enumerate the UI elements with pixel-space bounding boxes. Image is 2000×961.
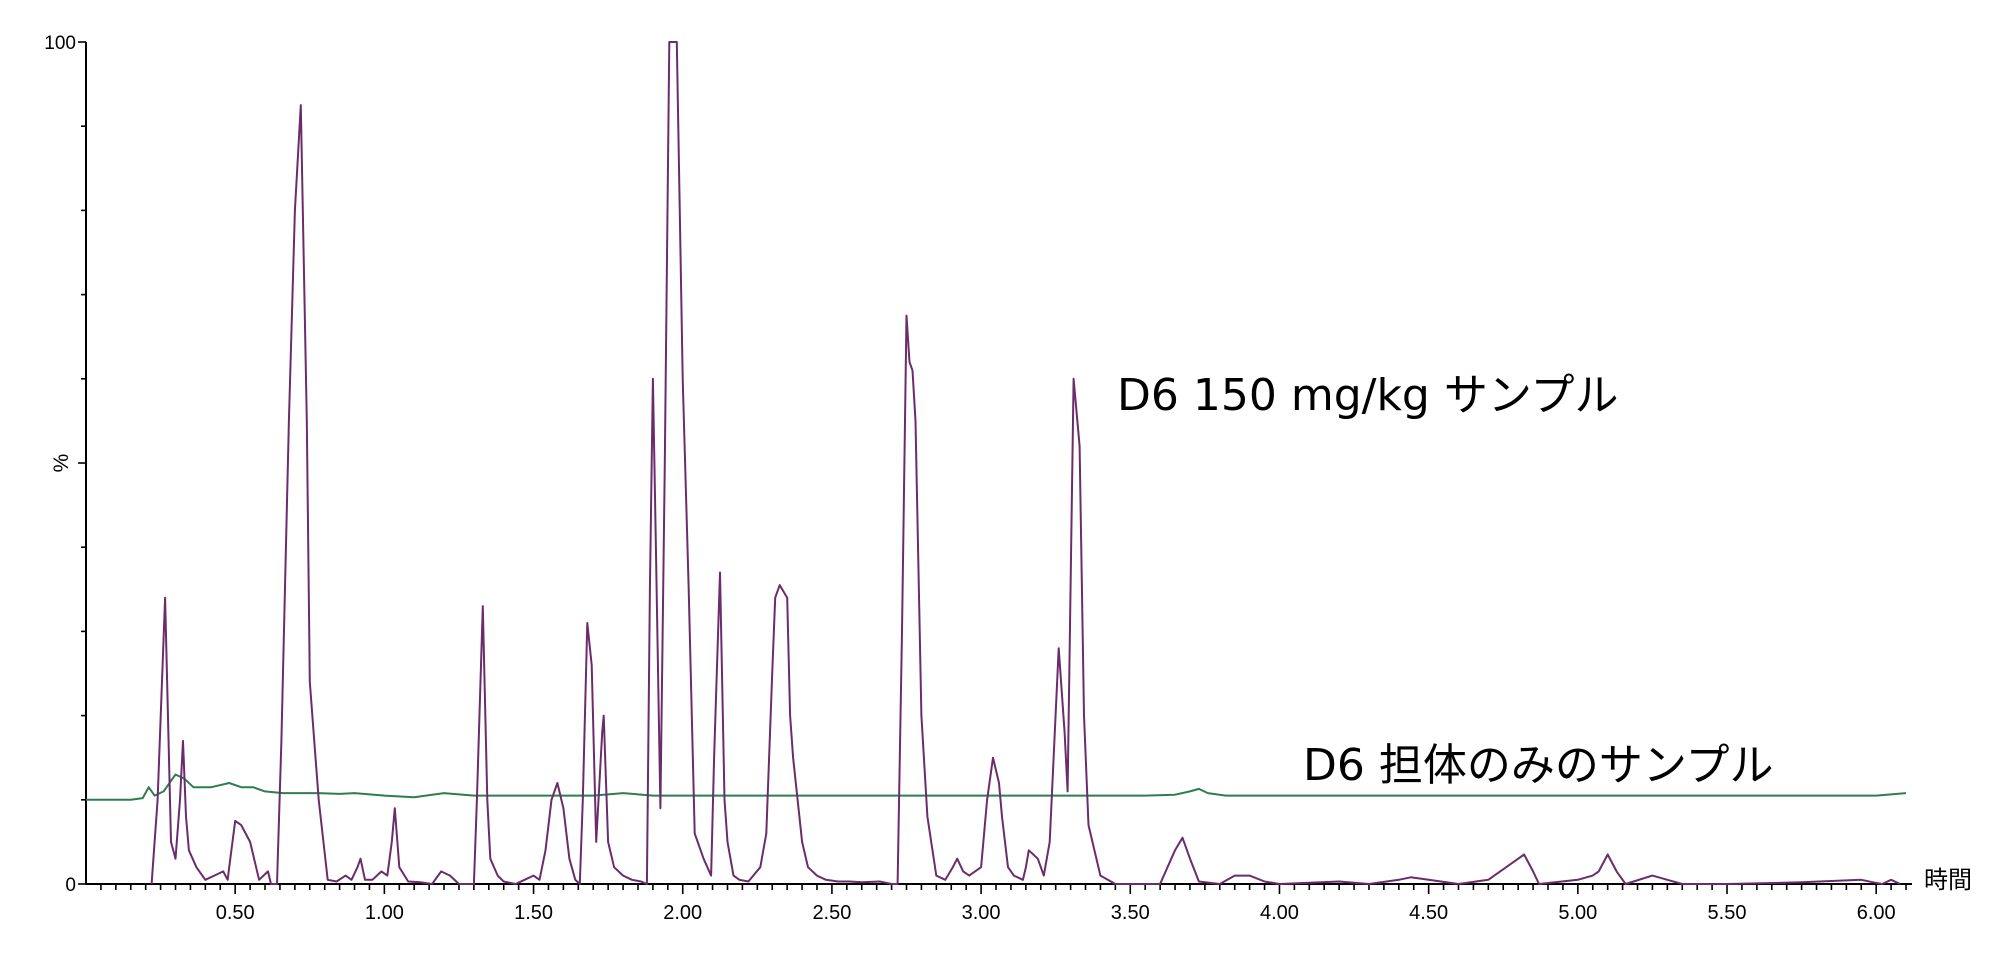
x-tick-label: 5.00 xyxy=(1558,902,1597,924)
series-layer xyxy=(86,41,1907,885)
x-tick-label: 2.50 xyxy=(812,902,851,924)
x-tick-label: 3.50 xyxy=(1111,902,1150,924)
x-tick-label: 4.00 xyxy=(1260,902,1299,924)
x-tick-label: 0.50 xyxy=(216,902,255,924)
x-axis-label: 時間 xyxy=(1924,867,1972,894)
x-tick-label: 3.00 xyxy=(962,902,1001,924)
annotation-treated-sample: D6 150 mg/kg サンプル xyxy=(1117,370,1619,421)
annotation-vehicle-sample: D6 担体のみのサンプル xyxy=(1303,740,1774,791)
y-ticks: 0 100 xyxy=(44,33,86,896)
y-tick-label: 100 xyxy=(44,33,76,54)
y-axis-label: % xyxy=(50,454,73,473)
x-tick-label: 6.00 xyxy=(1857,902,1896,924)
x-tick-label: 4.50 xyxy=(1409,902,1448,924)
series-line-vehicle xyxy=(86,773,1907,801)
x-tick-label: 5.50 xyxy=(1708,902,1747,924)
series-line-treated xyxy=(150,41,1901,885)
x-tick-label: 1.50 xyxy=(514,902,553,924)
x-ticks: 0.50 1.00 1.50 2.00 2.50 3.00 3.50 4.00 4.50 5.00… xyxy=(100,884,1907,924)
y-tick-label: 0 xyxy=(65,875,76,896)
x-tick-label: 1.00 xyxy=(365,902,404,924)
x-tick-label: 2.00 xyxy=(663,902,702,924)
